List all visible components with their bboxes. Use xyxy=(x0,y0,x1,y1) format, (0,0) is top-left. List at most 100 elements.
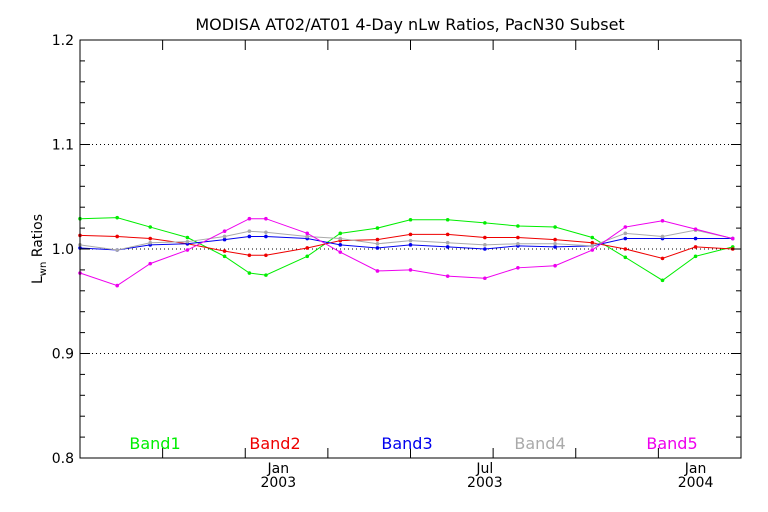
data-point-band1 xyxy=(115,215,119,220)
legend-entry-band1: Band1 xyxy=(129,434,180,453)
data-point-band4 xyxy=(516,241,520,246)
data-point-band1 xyxy=(693,254,698,259)
chart-title: MODISA AT02/AT01 4-Day nLw Ratios, PacN3… xyxy=(195,15,624,34)
data-point-band3 xyxy=(483,247,487,251)
data-point-band5 xyxy=(264,216,268,221)
series-lines xyxy=(78,215,735,288)
data-point-band2 xyxy=(693,245,698,249)
data-point-band4 xyxy=(338,236,343,241)
plot-frame xyxy=(79,39,742,459)
data-point-band5 xyxy=(660,218,665,223)
data-point-band4 xyxy=(148,240,153,245)
data-point-band5 xyxy=(305,231,310,236)
data-point-band3 xyxy=(264,234,268,239)
x-tick-label-month: Jan xyxy=(267,461,290,477)
data-point-band1 xyxy=(148,225,153,229)
data-point-band2 xyxy=(660,256,665,261)
axes xyxy=(79,39,742,459)
data-point-band5 xyxy=(247,216,252,221)
data-point-band4 xyxy=(660,234,665,239)
data-point-band2 xyxy=(247,253,252,258)
grid-lines xyxy=(80,144,741,354)
legend-entry-band2: Band2 xyxy=(249,434,300,453)
data-point-band5 xyxy=(553,263,557,268)
y-tick-label: 1.0 xyxy=(52,242,74,258)
data-point-band2 xyxy=(553,237,557,242)
data-point-band4 xyxy=(483,243,487,247)
y-tick-label: 0.8 xyxy=(52,451,74,467)
y-tick-labels: 0.8 0.9 1.0 1.1 1.2 xyxy=(52,33,74,467)
data-point-band4 xyxy=(115,248,119,252)
data-point-band1 xyxy=(553,225,557,229)
data-point-band1 xyxy=(623,255,628,260)
data-point-band4 xyxy=(375,241,380,246)
data-point-band5 xyxy=(623,225,628,229)
data-point-band3 xyxy=(338,243,343,247)
data-point-band2 xyxy=(305,246,310,250)
data-point-band1 xyxy=(408,217,413,222)
data-point-band1 xyxy=(222,254,227,259)
data-point-band2 xyxy=(623,247,628,251)
y-axis-label-main: L xyxy=(30,276,46,284)
data-point-band2 xyxy=(264,253,268,258)
data-point-band5 xyxy=(693,227,698,231)
data-point-band5 xyxy=(185,248,190,252)
data-point-band4 xyxy=(445,240,450,245)
data-point-band5 xyxy=(408,268,413,272)
data-point-band5 xyxy=(375,269,380,273)
data-point-band4 xyxy=(185,239,190,244)
data-point-band2 xyxy=(148,236,153,241)
data-point-band4 xyxy=(222,234,227,239)
series-line-band5 xyxy=(79,218,733,287)
data-point-band5 xyxy=(516,266,520,270)
y-tick-label: 1.1 xyxy=(52,138,74,154)
x-tick-label-year: 2004 xyxy=(678,475,714,491)
data-point-band2 xyxy=(375,237,380,242)
data-point-band1 xyxy=(445,217,450,222)
data-point-band1 xyxy=(483,221,487,225)
legend-entry-band5: Band5 xyxy=(646,434,697,453)
data-point-band1 xyxy=(247,271,252,275)
series-line-band1 xyxy=(79,217,733,281)
y-tick-label: 0.9 xyxy=(52,347,74,363)
legend-entry-band3: Band3 xyxy=(381,434,432,453)
data-point-band2 xyxy=(115,234,119,239)
data-point-band1 xyxy=(264,273,268,277)
data-point-band1 xyxy=(375,226,380,230)
x-tick-label-year: 2003 xyxy=(260,475,296,491)
data-point-band2 xyxy=(445,232,450,237)
data-point-band4 xyxy=(623,231,628,236)
data-point-band4 xyxy=(553,241,557,246)
data-point-band3 xyxy=(623,236,628,241)
legend: Band1 Band2 Band3 Band4 Band5 xyxy=(129,434,697,453)
data-point-band1 xyxy=(185,235,190,240)
data-point-band4 xyxy=(590,244,595,248)
data-point-band5 xyxy=(148,261,153,266)
legend-entry-band4: Band4 xyxy=(514,434,565,453)
data-point-band1 xyxy=(305,254,310,259)
y-axis-label-sub: wn xyxy=(38,262,49,277)
data-point-band3 xyxy=(247,234,252,239)
data-point-band3 xyxy=(375,246,380,250)
data-point-band3 xyxy=(445,245,450,249)
series-line-band4 xyxy=(79,229,733,251)
x-tick-label-month: Jan xyxy=(684,461,707,477)
y-axis-label: Lwn Ratios xyxy=(30,214,49,284)
data-point-band5 xyxy=(338,250,343,254)
y-axis-label-rest: Ratios xyxy=(30,214,46,262)
data-point-band5 xyxy=(222,229,227,234)
data-point-band3 xyxy=(693,236,698,241)
data-point-band4 xyxy=(408,238,413,243)
y-tick-label: 1.2 xyxy=(52,33,74,49)
x-tick-label-year: 2003 xyxy=(467,475,503,491)
data-point-band3 xyxy=(553,245,557,249)
data-point-band4 xyxy=(264,230,268,235)
data-point-band5 xyxy=(483,276,487,281)
data-point-band3 xyxy=(408,243,413,247)
data-point-band1 xyxy=(338,231,343,236)
data-point-band5 xyxy=(590,248,595,252)
data-point-band2 xyxy=(222,249,227,253)
data-point-band1 xyxy=(660,278,665,283)
